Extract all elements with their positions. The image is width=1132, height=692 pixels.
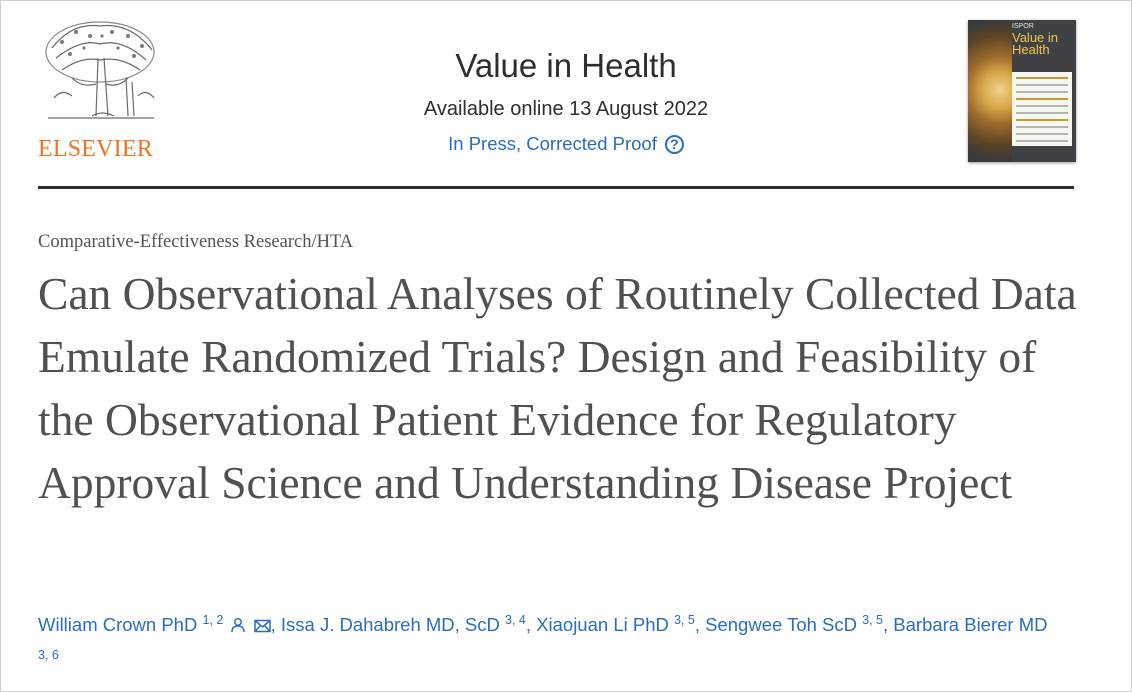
author-0[interactable]: William Crown PhD 1, 2	[38, 613, 224, 636]
journal-title[interactable]: Value in Health	[455, 47, 677, 84]
elsevier-tree-icon	[45, 21, 155, 119]
author-3[interactable]: Sengwee Toh ScD 3, 5	[705, 613, 883, 636]
article-title: Can Observational Analyses of Routinely …	[38, 268, 1077, 508]
header-divider	[38, 186, 1074, 189]
author-list: William Crown PhD 1, 2 , Issa J. Dahabre…	[38, 606, 1058, 674]
cover-artwork	[968, 20, 1012, 162]
author-4[interactable]: Barbara Bierer MD 3, 6	[38, 614, 1048, 663]
author-1[interactable]: Issa J. Dahabreh MD, ScD 3, 4	[280, 613, 526, 636]
status-link[interactable]: In Press, Corrected Proof	[448, 133, 657, 154]
availability-date: Available online 13 August 2022	[423, 98, 709, 120]
envelope-icon[interactable]	[253, 612, 271, 641]
person-icon[interactable]	[230, 612, 246, 641]
cover-title: Value in Health	[1012, 30, 1059, 57]
journal-header: Value in Health Available online 13 Augu…	[366, 44, 766, 155]
elsevier-wordmark: ELSEVIER	[38, 136, 153, 162]
article-status: In Press, Corrected Proof ?	[366, 133, 766, 155]
elsevier-logo[interactable]: ELSEVIER	[38, 18, 164, 164]
article-type: Comparative-Effectiveness Research/HTA	[38, 232, 354, 252]
cover-contents-panel	[1012, 72, 1072, 146]
question-circle-icon[interactable]: ?	[664, 134, 684, 154]
author-2[interactable]: Xiaojuan Li PhD 3, 5	[536, 613, 695, 636]
journal-cover-thumbnail[interactable]: ISPOR Value in Health	[968, 20, 1076, 162]
cover-brand: ISPOR	[1012, 23, 1034, 30]
